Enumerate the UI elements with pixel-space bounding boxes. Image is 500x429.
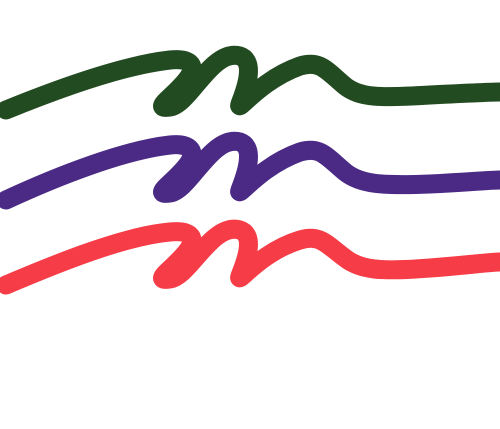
red-wave [0, 219, 500, 295]
purple-wave [0, 131, 500, 210]
green-wave [0, 45, 500, 120]
wave-group [0, 45, 500, 295]
